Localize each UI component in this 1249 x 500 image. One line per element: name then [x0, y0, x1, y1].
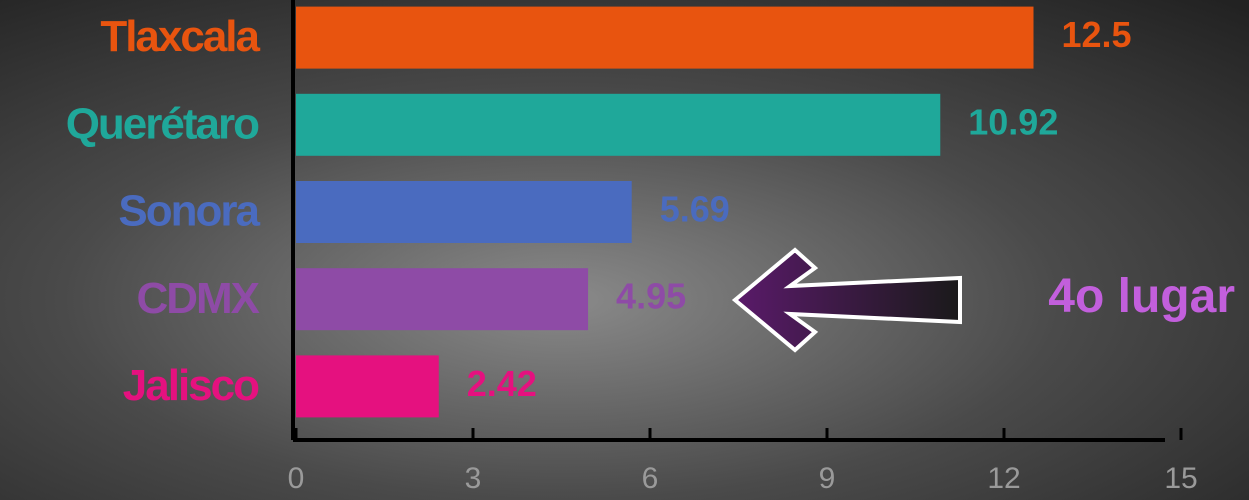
value-label: 2.42	[467, 363, 537, 404]
bar	[296, 268, 589, 331]
x-tick-label: 3	[465, 462, 482, 495]
arrow	[731, 247, 962, 353]
bar	[296, 355, 439, 418]
value-label: 4.95	[616, 276, 686, 317]
category-label: Tlaxcala	[100, 12, 260, 61]
x-tick-label: 0	[288, 462, 305, 495]
value-label: 5.69	[660, 189, 730, 230]
category-label: Jalisco	[123, 361, 259, 410]
x-tick-label: 9	[819, 462, 836, 495]
value-label: 10.92	[968, 101, 1058, 142]
x-tick-label: 6	[642, 462, 659, 495]
category-label: CDMX	[136, 274, 259, 323]
x-tick-label: 15	[1164, 462, 1197, 495]
category-label: Sonora	[118, 187, 260, 236]
value-label: 12.5	[1062, 14, 1132, 55]
category-label: Querétaro	[66, 99, 259, 148]
x-tick-label: 12	[987, 462, 1020, 495]
bar	[296, 181, 632, 243]
bar	[296, 6, 1034, 69]
bar	[296, 93, 941, 156]
annotation: 4o lugar	[1048, 270, 1235, 323]
